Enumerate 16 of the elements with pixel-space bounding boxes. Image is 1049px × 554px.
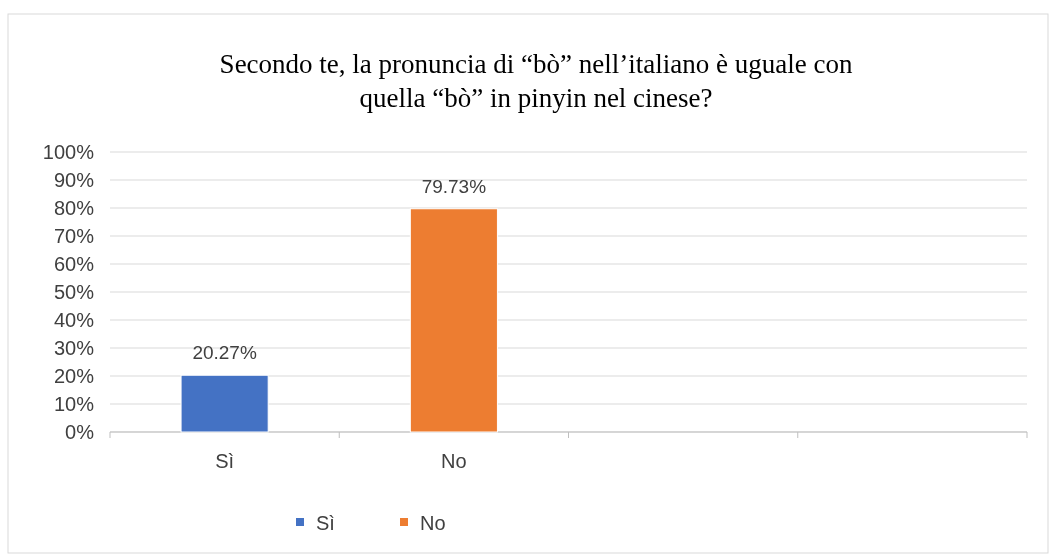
y-tick-label: 0% — [65, 421, 95, 443]
y-tick-label: 40% — [53, 309, 95, 331]
legend-label: Sì — [316, 512, 335, 534]
y-tick-label: 50% — [53, 281, 95, 303]
y-tick-label: 30% — [53, 337, 95, 359]
y-tick-label: 10% — [53, 393, 95, 415]
y-tick-label: 60% — [53, 253, 95, 275]
y-tick-label: 20% — [53, 365, 95, 387]
y-tick-label: 90% — [53, 169, 95, 191]
data-label: 79.73% — [421, 175, 487, 197]
y-tick-label: 80% — [53, 197, 95, 219]
chart-title: Secondo te, la pronuncia di “bò” nell’italiano è uguale con quella “bò” in pinyin nel cinese? — [219, 49, 853, 113]
data-label: 20.27% — [192, 342, 257, 364]
y-tick-label: 100% — [42, 141, 95, 163]
y-tick-label: 70% — [53, 225, 95, 247]
legend-label: No — [420, 512, 446, 534]
